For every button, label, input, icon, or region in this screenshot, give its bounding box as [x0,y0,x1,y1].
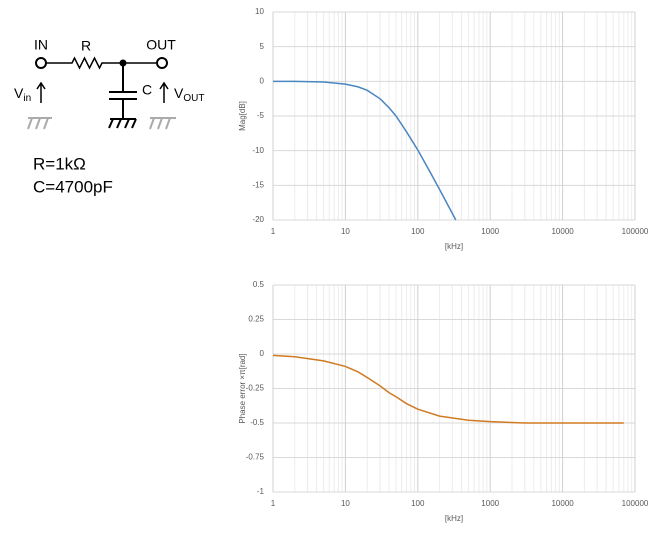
x-tick-label: 100000 [622,227,649,236]
line-series [272,354,624,424]
x-axis-label: [kHz] [445,242,463,251]
y-tick-label: 0 [260,76,265,85]
y-tick-label: 0.25 [248,315,264,324]
r-value: R=1kΩ [33,154,86,173]
y-axis-label: Mag[dB] [238,101,247,131]
voltage-arrow [36,81,169,103]
y-tick-label: -15 [252,180,264,189]
wire [46,56,157,70]
input-terminal [35,57,47,69]
y-tick-label: -0.25 [246,384,265,393]
x-tick-label: 10000 [551,499,574,508]
y-tick-label: -20 [252,215,264,224]
vin-label: Vin [14,85,31,104]
output-terminal [156,57,168,69]
x-tick-label: 10 [341,499,350,508]
x-tick-label: 100 [411,499,425,508]
y-tick-label: -0.75 [246,453,265,462]
output-label: OUT [146,37,176,53]
x-tick-label: 1 [271,227,276,236]
x-axis-label: [kHz] [445,514,463,523]
y-tick-label: -1 [257,487,265,496]
x-tick-label: 10000 [551,227,574,236]
x-tick-label: 1 [271,499,276,508]
y-tick-label: -10 [252,146,264,155]
x-tick-label: 10 [341,227,350,236]
y-tick-label: -5 [257,111,265,120]
c-value: C=4700pF [33,177,113,196]
vin-sub: in [23,93,31,104]
vout-main: V [174,85,184,101]
capacitor-label: C [142,82,152,98]
x-tick-label: 100000 [622,499,649,508]
circuit: IN R OUT C Vin VOUT R=1kΩ C=4700pF [14,37,204,197]
vout-label: VOUT [174,85,204,104]
vin-main: V [14,85,24,101]
x-tick-label: 1000 [481,499,499,508]
y-tick-label: 10 [255,7,264,16]
line-series [273,80,457,221]
capacitor [108,63,137,129]
y-axis-label: Phase error ×π[rad] [238,353,247,423]
resistor-label: R [81,38,91,54]
y-tick-label: -0.5 [250,418,264,427]
x-tick-label: 100 [411,227,425,236]
x-tick-label: 1000 [481,227,499,236]
vout-sub: OUT [183,93,204,104]
y-tick-label: 0.5 [253,280,265,289]
y-tick-label: 5 [260,42,265,51]
y-tick-label: 0 [260,349,265,358]
input-label: IN [34,37,48,53]
ground [27,117,176,130]
